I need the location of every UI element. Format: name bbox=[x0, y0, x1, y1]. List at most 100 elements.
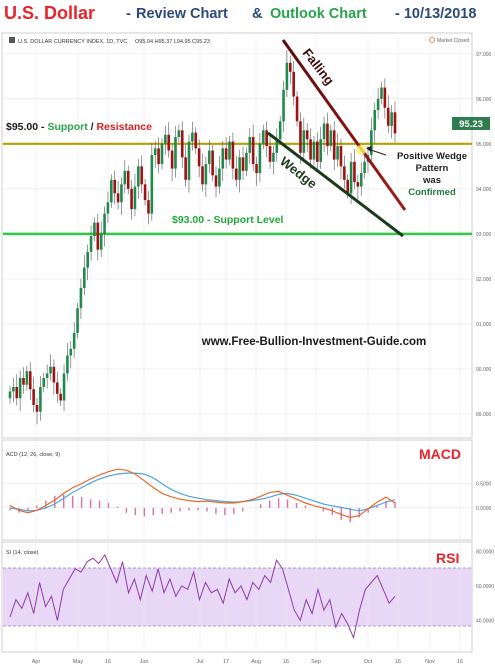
candle-body bbox=[49, 366, 52, 374]
candle-body bbox=[96, 222, 100, 250]
x-tick-label: 17 bbox=[223, 659, 229, 665]
candle-body bbox=[153, 148, 157, 156]
watermark: www.Free-Bullion-Investment-Guide.com bbox=[201, 336, 427, 348]
price-tick-label: 93.000 bbox=[476, 232, 492, 238]
macd-legend: ACD (12, 26, close, 9) bbox=[6, 452, 60, 458]
candle-body bbox=[130, 188, 133, 210]
candle-body bbox=[376, 98, 380, 111]
rsi-tick-label: 40.0000 bbox=[476, 618, 494, 624]
candle-body bbox=[326, 123, 329, 147]
candle-body bbox=[160, 143, 164, 165]
rsi-tick-label: 60.0000 bbox=[476, 584, 494, 590]
x-tick-label: Jul bbox=[196, 659, 203, 665]
candle-body bbox=[120, 184, 123, 203]
candle-body bbox=[55, 382, 59, 394]
candle-body bbox=[261, 130, 265, 144]
candle-body bbox=[278, 121, 282, 140]
candle-body bbox=[238, 157, 241, 180]
sr-resistance: Resistance bbox=[96, 121, 152, 133]
candle-body bbox=[18, 377, 22, 399]
price-legend: U.S. DOLLAR CURRENCY INDEX, 1D, TVC bbox=[18, 39, 127, 45]
candle-body bbox=[272, 152, 275, 162]
candle-body bbox=[22, 377, 25, 385]
y-axis-labels: 97.000 96.000 95.000 94.000 93.000 92.000 91.0… bbox=[476, 52, 492, 418]
pattern-line-2: Pattern bbox=[416, 163, 449, 174]
candle-body bbox=[336, 146, 339, 160]
macd-line bbox=[9, 472, 396, 512]
price-tick-label: 97.000 bbox=[476, 52, 492, 58]
price-tag-value: 95.23 bbox=[459, 119, 483, 130]
x-axis-labels: Apr May 16 Jun Jul 17 Aug 16 Sep Oct 16 Nov 16 bbox=[32, 659, 463, 665]
candle-body bbox=[214, 175, 218, 187]
price-panel bbox=[1, 32, 473, 439]
candle-body bbox=[126, 170, 130, 189]
candle-body bbox=[143, 184, 147, 201]
sr-support: Support bbox=[47, 121, 88, 133]
candle-body bbox=[106, 202, 110, 214]
support-93-label: $93.00 - Support Level bbox=[172, 214, 284, 226]
candle-body bbox=[343, 166, 346, 180]
x-tick-label: 16 bbox=[283, 659, 289, 665]
candle-body bbox=[373, 110, 377, 131]
candle-body bbox=[302, 130, 306, 153]
candle-body bbox=[218, 168, 221, 187]
candle-body bbox=[170, 150, 174, 169]
candle-body bbox=[339, 146, 343, 167]
ohlc-readout: O95.04 H95.37 L94.95 C95.23 bbox=[135, 39, 210, 45]
candle-body bbox=[390, 112, 393, 126]
candle-body bbox=[221, 148, 225, 169]
candle-body bbox=[393, 112, 397, 134]
candle-body bbox=[86, 251, 89, 268]
price-tick-label: 91.000 bbox=[476, 322, 492, 328]
candle-body bbox=[62, 373, 66, 401]
price-tag bbox=[452, 117, 490, 130]
candle-body bbox=[35, 404, 39, 412]
candle-body bbox=[224, 148, 228, 160]
x-tick-label: Nov bbox=[425, 659, 435, 665]
candle-body bbox=[8, 391, 12, 399]
rsi-legend: SI (14, close) bbox=[6, 550, 39, 556]
x-tick-label: 16 bbox=[105, 659, 111, 665]
rsi-tick-label: 80.0000 bbox=[476, 549, 494, 555]
candle-body bbox=[157, 148, 160, 165]
sr-price: $95.00 - bbox=[6, 121, 47, 133]
x-tick-label: Apr bbox=[32, 659, 41, 665]
candle-body bbox=[265, 130, 268, 147]
candle-body bbox=[82, 267, 86, 288]
candle-body bbox=[356, 182, 360, 187]
candle-body bbox=[194, 132, 198, 149]
candle-body bbox=[42, 377, 46, 387]
candle-body bbox=[245, 152, 248, 171]
candle-body bbox=[99, 233, 103, 250]
signal-line bbox=[9, 468, 396, 519]
candle-body bbox=[370, 130, 373, 156]
x-tick-label: 16 bbox=[457, 659, 463, 665]
falling-trendline bbox=[281, 39, 407, 211]
x-tick-label: Oct bbox=[364, 659, 373, 665]
header-review: Review Chart bbox=[136, 6, 228, 22]
sr-slash: / bbox=[88, 121, 97, 133]
market-status-icon bbox=[429, 37, 435, 43]
candle-body bbox=[15, 386, 19, 399]
candle-body bbox=[113, 179, 116, 194]
candle-body bbox=[319, 139, 323, 162]
candle-body bbox=[292, 71, 295, 97]
candle-body bbox=[251, 137, 255, 165]
candle-body bbox=[110, 179, 113, 203]
candle-body bbox=[346, 179, 350, 194]
candle-body bbox=[52, 366, 56, 383]
candle-body bbox=[383, 87, 387, 108]
candle-body bbox=[282, 89, 285, 122]
candle-body bbox=[322, 123, 326, 140]
candle-body bbox=[137, 166, 140, 187]
macd-tick-label: 0.5000 bbox=[476, 482, 492, 488]
rsi-title: RSI bbox=[436, 550, 459, 566]
candle-body bbox=[103, 213, 106, 234]
candle-body bbox=[275, 139, 279, 153]
legend-swatch bbox=[9, 37, 15, 43]
candle-body bbox=[380, 87, 383, 99]
candle-body bbox=[228, 141, 231, 160]
pattern-line-3: was bbox=[422, 175, 441, 186]
candle-body bbox=[123, 170, 127, 185]
candle-body bbox=[12, 386, 15, 392]
